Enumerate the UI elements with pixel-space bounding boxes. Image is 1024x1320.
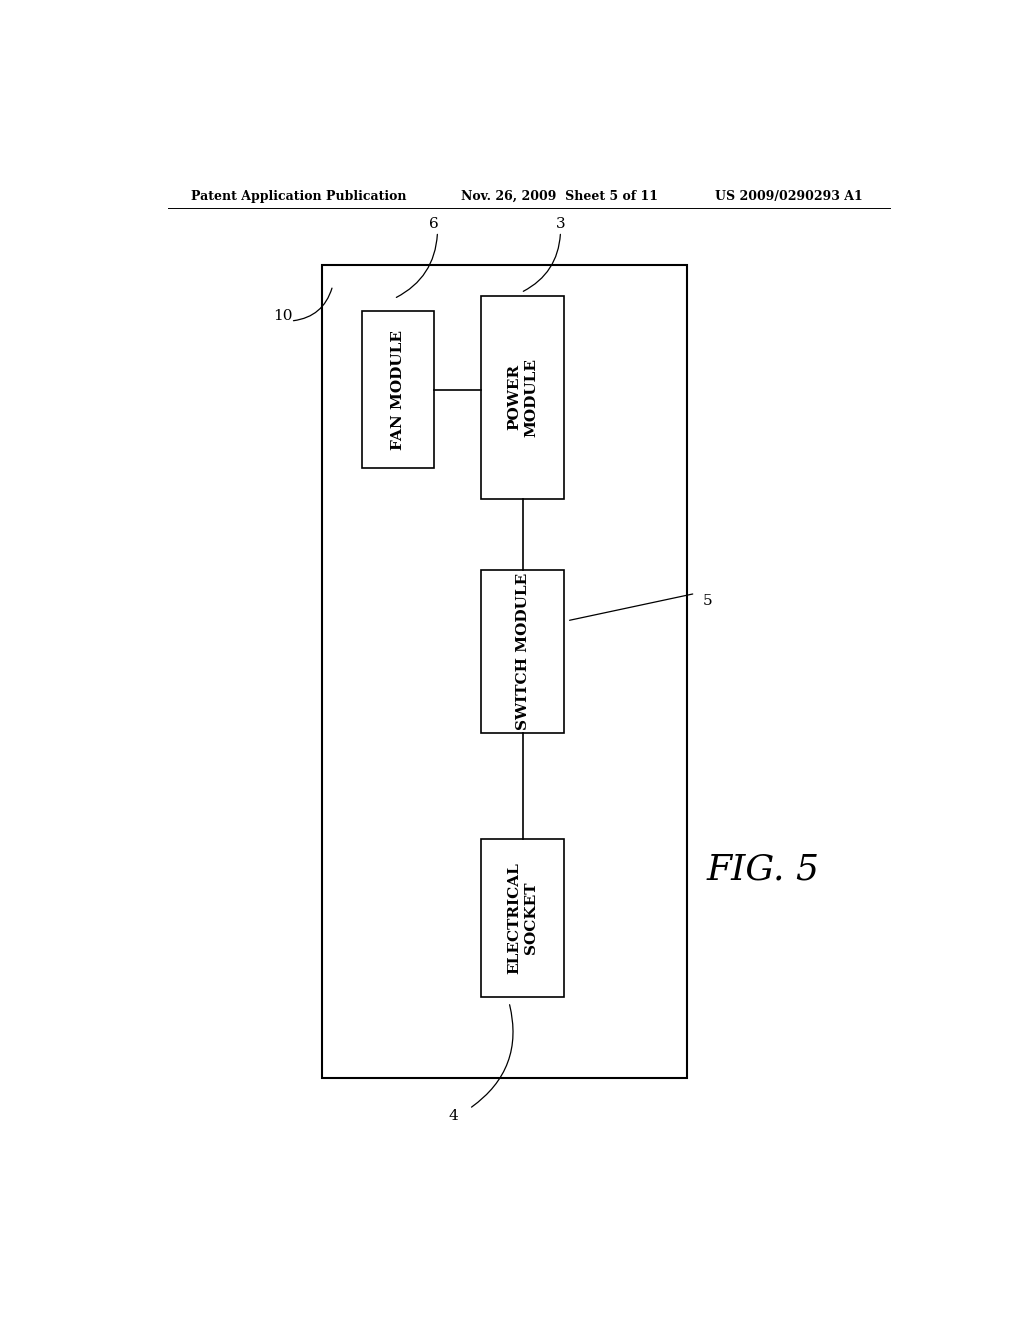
Text: POWER
MODULE: POWER MODULE <box>507 358 539 437</box>
Text: SWITCH MODULE: SWITCH MODULE <box>516 573 529 730</box>
Text: FAN MODULE: FAN MODULE <box>391 330 404 450</box>
Text: Nov. 26, 2009  Sheet 5 of 11: Nov. 26, 2009 Sheet 5 of 11 <box>461 190 658 202</box>
Text: ELECTRICAL
SOCKET: ELECTRICAL SOCKET <box>507 862 539 974</box>
Bar <box>481 570 564 733</box>
Text: 5: 5 <box>702 594 712 607</box>
Bar <box>362 312 433 469</box>
Bar <box>481 296 564 499</box>
Text: 10: 10 <box>273 309 293 323</box>
Bar <box>323 265 687 1078</box>
Text: 4: 4 <box>449 1109 459 1123</box>
Text: 6: 6 <box>429 218 438 231</box>
Text: US 2009/0290293 A1: US 2009/0290293 A1 <box>715 190 863 202</box>
Text: FIG. 5: FIG. 5 <box>707 853 819 887</box>
Bar <box>481 840 564 997</box>
Text: 3: 3 <box>556 218 565 231</box>
Text: Patent Application Publication: Patent Application Publication <box>191 190 407 202</box>
